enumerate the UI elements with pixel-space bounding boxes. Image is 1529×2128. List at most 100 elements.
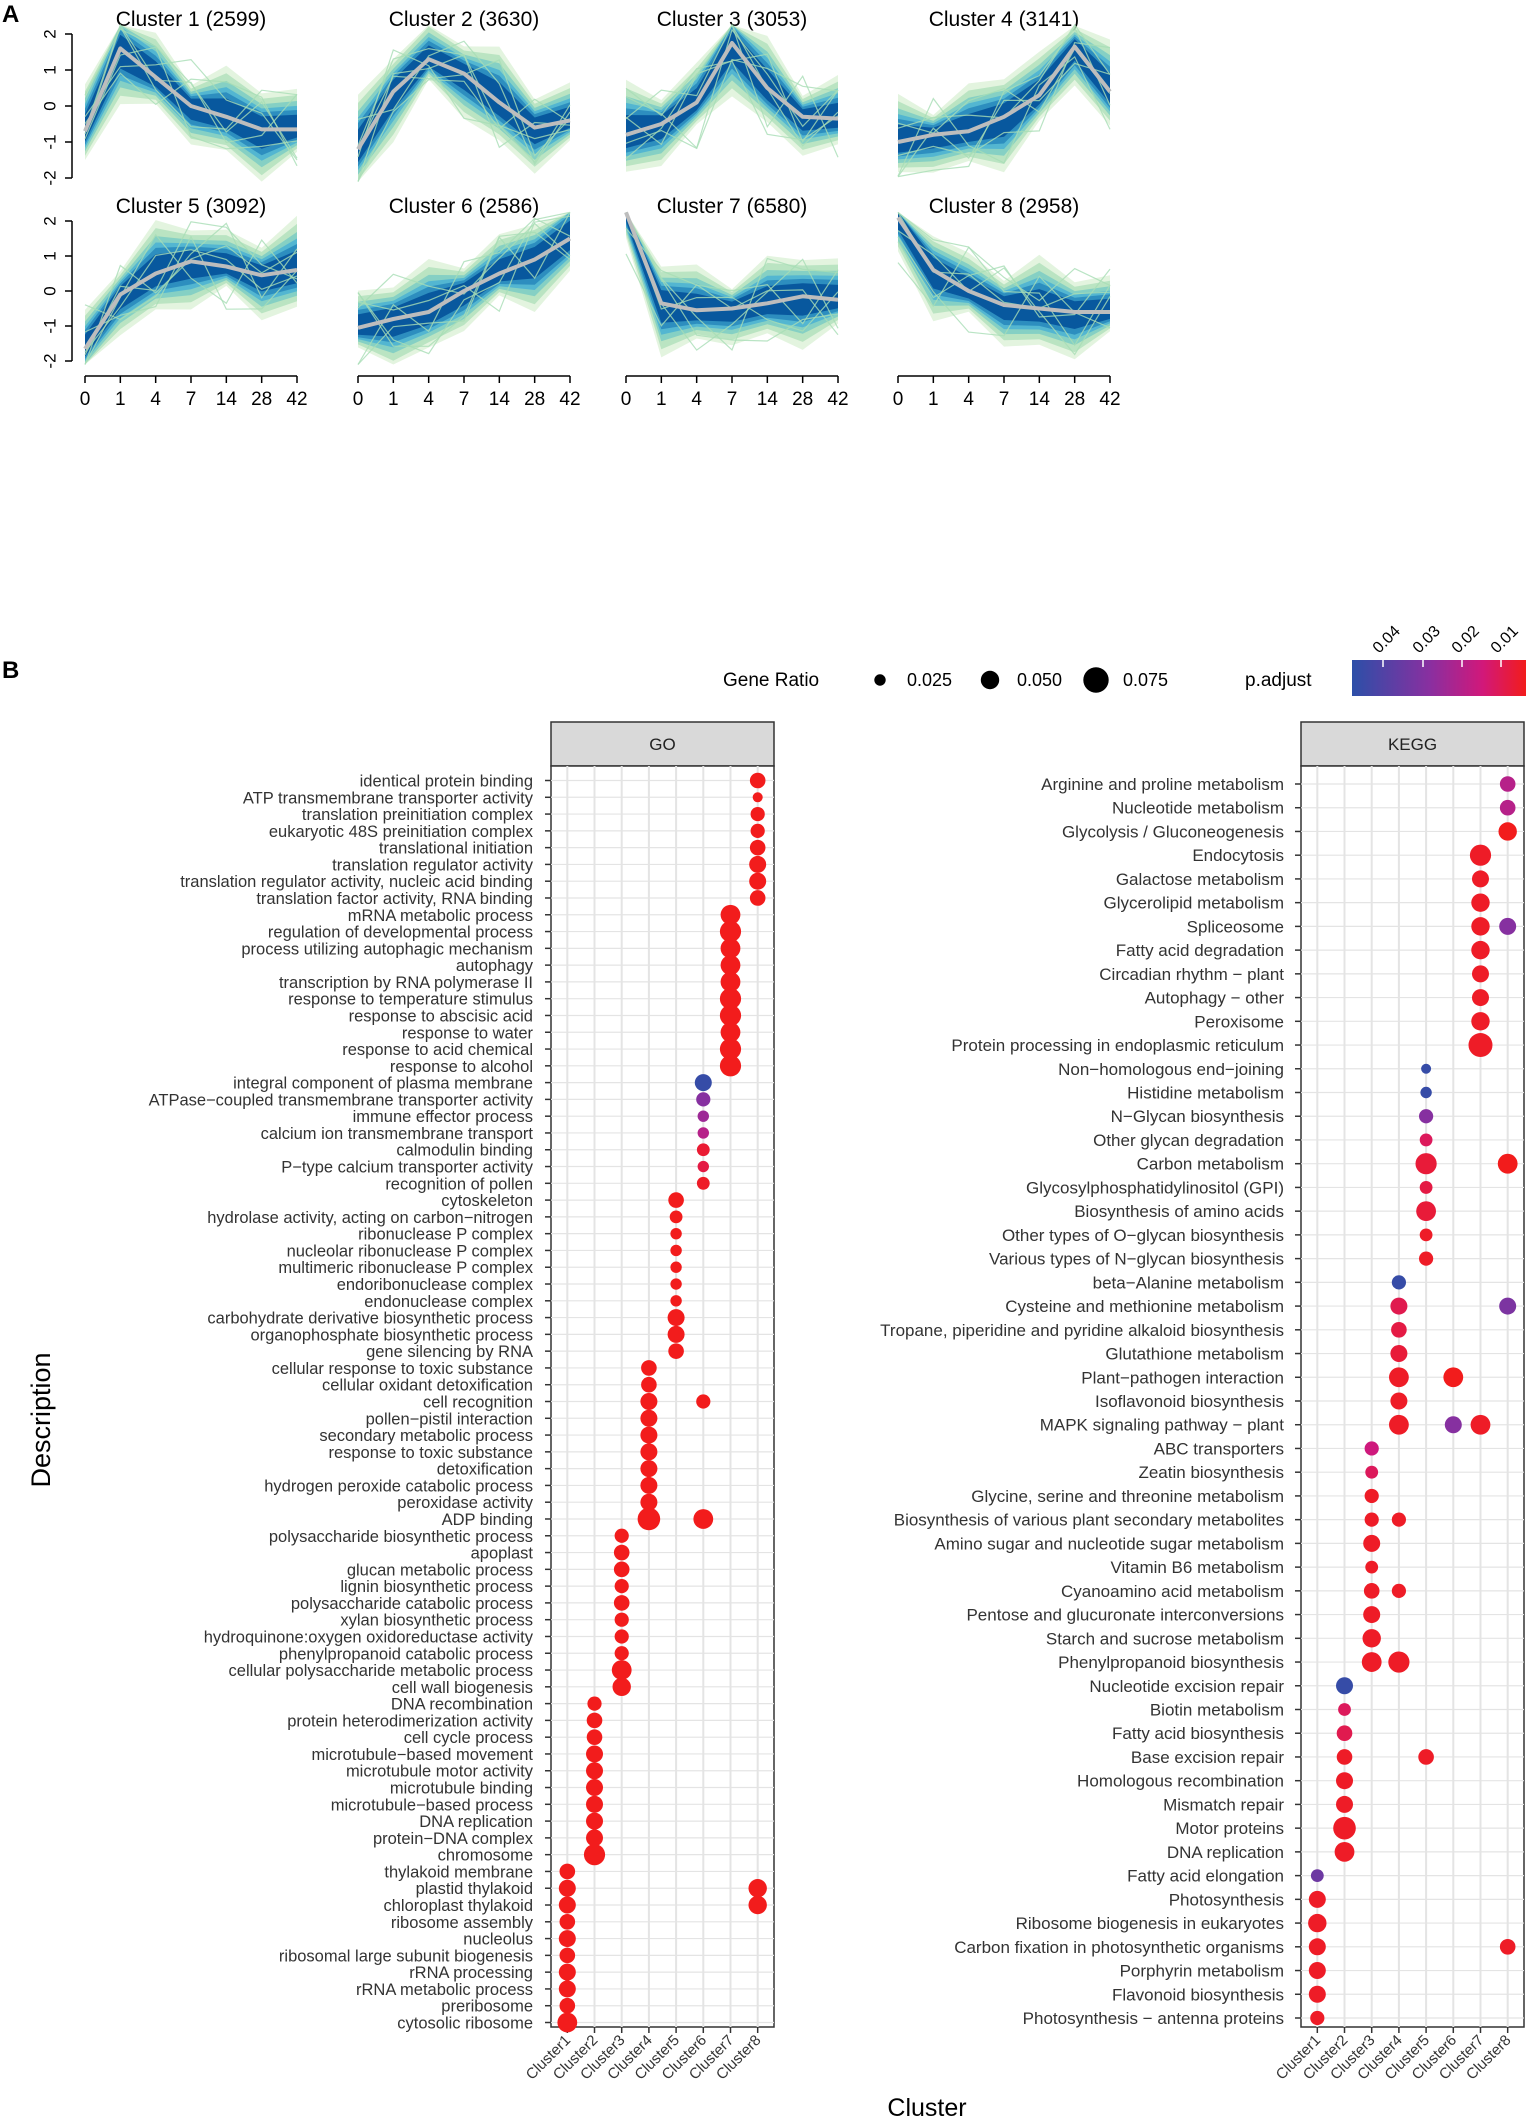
term-label: ribosomal large subunit biogenesis <box>279 1947 533 1965</box>
term-label: cytoskeleton <box>441 1192 533 1210</box>
gene-trace <box>625 58 839 150</box>
enrichment-dot <box>614 1629 629 1644</box>
enrichment-dot <box>614 1612 629 1627</box>
term-label: cell recognition <box>423 1394 533 1412</box>
enrichment-dot <box>1418 1109 1434 1124</box>
x-tick-label: 28 <box>251 389 272 410</box>
mean-line <box>896 216 1110 314</box>
enrichment-dot <box>640 1493 658 1511</box>
enrichment-dot <box>614 1646 629 1661</box>
enrichment-dot <box>1363 1534 1381 1552</box>
term-label: nucleolus <box>463 1931 533 1949</box>
term-label: response to acid chemical <box>342 1041 533 1059</box>
enrichment-dot <box>1333 1816 1356 1840</box>
term-label: translation regulator activity <box>332 856 534 874</box>
enrichment-dot <box>697 1127 709 1139</box>
enrichment-dot <box>749 772 766 789</box>
term-label: nucleolar ribonuclease P complex <box>287 1242 534 1260</box>
x-tick-label: 42 <box>559 389 580 410</box>
term-label: preribosome <box>441 1998 533 2016</box>
term-label: translation regulator activity, nucleic … <box>180 873 533 891</box>
gene-trace <box>357 231 571 347</box>
enrichment-dot <box>1470 1414 1491 1435</box>
enrichment-dot <box>1419 1181 1433 1194</box>
enrichment-dot <box>749 890 766 906</box>
gene-trace <box>897 230 1111 356</box>
enrichment-dot <box>1338 1703 1351 1716</box>
term-label: Biosynthesis of amino acids <box>1074 1202 1284 1221</box>
term-label: microtubule−based process <box>331 1796 533 1814</box>
term-label: cell wall biogenesis <box>392 1679 533 1697</box>
profile-panel: Cluster 7 (6580)0 1 4 7 14 28 42 <box>621 195 849 410</box>
enrichment-dot <box>750 806 765 822</box>
facet-strip <box>550 721 775 767</box>
enrichment-dot <box>613 1544 630 1561</box>
enrichment-dot <box>1499 917 1517 935</box>
term-label: Porphyrin metabolism <box>1120 1962 1284 1981</box>
enrichment-dot <box>1471 940 1490 960</box>
enrichment-dot <box>1471 917 1490 936</box>
enrichment-dot <box>749 839 766 856</box>
enrichment-dot <box>1362 1629 1381 1648</box>
term-label: Glycine, serine and threonine metabolism <box>971 1487 1284 1506</box>
term-label: eukaryotic 48S preinitiation complex <box>269 823 534 841</box>
enrichment-dot <box>1420 1086 1432 1099</box>
term-label: microtubule−based movement <box>312 1746 534 1764</box>
term-label: Motor proteins <box>1175 1819 1284 1838</box>
profile-panel: Cluster 3 (3053) <box>625 8 839 172</box>
term-label: xylan biosynthetic process <box>340 1612 533 1630</box>
enrichment-dot <box>614 1528 629 1543</box>
enrichment-dot <box>1364 1441 1379 1456</box>
term-label: translational initiation <box>379 840 533 858</box>
expression-band <box>85 250 297 357</box>
term-label: Fatty acid biosynthesis <box>1112 1724 1284 1743</box>
enrichment-dot <box>1471 893 1490 912</box>
y-tick-label: 1 <box>40 65 59 74</box>
term-label: N−Glycan biosynthesis <box>1111 1107 1284 1126</box>
enrichment-dot <box>559 1997 576 2014</box>
enrichment-dot <box>1310 2010 1325 2026</box>
enrichment-dot <box>640 1460 658 1478</box>
enrichment-dot <box>1497 1153 1518 1174</box>
term-label: Plant−pathogen interaction <box>1081 1368 1284 1387</box>
x-tick-label: 14 <box>489 389 511 410</box>
term-label: calmodulin binding <box>396 1142 533 1160</box>
term-label: phenylpropanoid catabolic process <box>279 1645 533 1663</box>
gene-trace <box>625 28 839 150</box>
facet-strip <box>1300 721 1525 767</box>
enrichment-dot <box>558 1896 576 1914</box>
enrichment-dot <box>670 1244 682 1257</box>
x-tick-label: 42 <box>1099 389 1120 410</box>
profile-panel-title: Cluster 6 (2586) <box>389 195 540 218</box>
term-label: Other glycan degradation <box>1093 1131 1284 1150</box>
enrichment-dot <box>667 1309 685 1327</box>
term-label: ADP binding <box>442 1511 533 1529</box>
gene-trace <box>625 23 839 158</box>
term-label: endonuclease complex <box>364 1293 534 1311</box>
enrichment-dot <box>559 1913 576 1930</box>
profile-panel: Cluster 2 (3630) <box>356 8 571 182</box>
term-label: mRNA metabolic process <box>348 907 533 925</box>
profile-panel-title: Cluster 2 (3630) <box>389 8 540 31</box>
y-tick-label: -1 <box>40 134 59 149</box>
term-label: response to temperature stimulus <box>288 991 533 1009</box>
size-legend-label: 0.050 <box>1017 670 1062 690</box>
enrichment-dot <box>1418 1749 1434 1765</box>
enrichment-dot <box>1364 1488 1379 1504</box>
term-label: response to toxic substance <box>328 1444 533 1462</box>
enrichment-dot <box>1444 1416 1462 1434</box>
x-tick-label: 0 <box>353 389 364 410</box>
enrichment-dot <box>670 1227 682 1240</box>
term-label: Vitamin B6 metabolism <box>1110 1558 1284 1577</box>
term-label: Biosynthesis of various plant secondary … <box>894 1511 1284 1530</box>
y-tick-label: 0 <box>40 286 59 295</box>
gene-trace <box>357 215 571 313</box>
term-label: protein−DNA complex <box>373 1830 534 1848</box>
x-tick-label: 7 <box>459 389 470 410</box>
profile-panel: Cluster 6 (2586)0 1 4 7 14 28 42 <box>353 195 581 410</box>
term-label: Pentose and glucuronate interconversions <box>966 1606 1284 1625</box>
term-label: Flavonoid biosynthesis <box>1112 1985 1284 2004</box>
